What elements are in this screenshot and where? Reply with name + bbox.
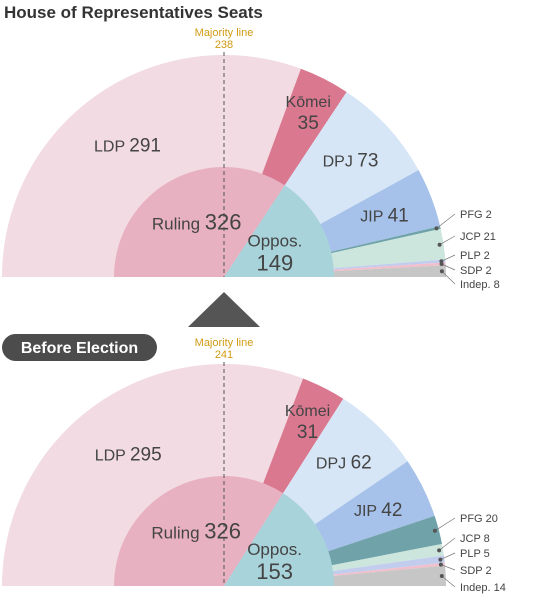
after-leader-jcp (439, 235, 456, 246)
after-inner-label-oppos: Oppos. (247, 232, 302, 251)
before-label-plp: PLP 5 (460, 548, 490, 560)
before-inner-slice-oppos (224, 493, 334, 586)
after-inner-label-ruling: Ruling 326 (152, 209, 242, 234)
before-leader-plp (440, 552, 456, 560)
before-leader-dot-jcp (437, 548, 442, 553)
after-label-indep: Indep. 8 (460, 279, 500, 291)
after-leader-sdp (441, 263, 456, 271)
chart-title: House of Representatives Seats (4, 3, 263, 22)
after-leader-pfg (436, 213, 456, 229)
after-label-pfg: PFG 2 (460, 209, 492, 221)
before-inner-label-oppos: Oppos. (247, 540, 302, 559)
after-leader-dot-indep (439, 269, 444, 274)
after-majority-value: 238 (215, 39, 233, 51)
before-label-jcp: JCP 8 (460, 533, 490, 545)
before-label-indep: Indep. 14 (460, 582, 506, 594)
after-leader-dot-jcp (437, 242, 442, 247)
before-majority-label: Majority line (195, 337, 254, 349)
before-leader-dot-pfg (432, 528, 437, 533)
before-label-dpj: DPJ 62 (316, 453, 372, 474)
before-label-pfg: PFG 20 (460, 513, 498, 525)
before-leader-pfg (434, 517, 456, 532)
before-election-badge: Before Election (2, 334, 157, 361)
before-value-komei: 31 (297, 422, 318, 443)
after-value-komei: 35 (298, 113, 319, 134)
before-leader-dot-sdp (438, 562, 443, 567)
after-label-jip: JIP 41 (360, 205, 408, 226)
after-label-komei: Kōmei (286, 94, 331, 111)
badge-background (2, 334, 157, 361)
after-label-dpj: DPJ 73 (323, 151, 379, 172)
before-leader-dot-plp (438, 557, 443, 562)
before-label-komei: Kōmei (285, 403, 330, 420)
before-leader-jcp (438, 537, 456, 551)
before-leader-sdp (440, 564, 456, 571)
before-inner-value-oppos: 153 (256, 559, 293, 584)
before-leader-dot-indep (439, 574, 444, 578)
after-leader-indep (441, 270, 456, 285)
after-label-ldp: LDP 291 (94, 136, 161, 157)
before-label-sdp: SDP 2 (460, 565, 492, 577)
after-leader-dot-sdp (439, 262, 444, 266)
after-inner-slice-oppos (224, 185, 334, 277)
after-label-jcp: JCP 21 (460, 231, 496, 243)
after-leader-plp (441, 254, 456, 262)
after-label-sdp: SDP 2 (460, 265, 492, 277)
before-label-ldp: LDP 295 (95, 444, 162, 465)
before-leader-indep (441, 575, 456, 588)
after-label-plp: PLP 2 (460, 250, 490, 262)
after-leader-dot-pfg (434, 226, 439, 231)
before-majority-value: 241 (215, 349, 233, 361)
transition-arrow-icon (188, 292, 260, 327)
before-inner-label-ruling: Ruling 326 (151, 519, 241, 544)
after-majority-label: Majority line (195, 27, 254, 39)
before-inner-slice-ruling (114, 475, 284, 586)
after-inner-slice-ruling (114, 166, 285, 277)
before-label-jip: JIP 42 (354, 500, 402, 521)
after-inner-value-oppos: 149 (257, 251, 294, 276)
badge-label: Before Election (21, 340, 138, 357)
